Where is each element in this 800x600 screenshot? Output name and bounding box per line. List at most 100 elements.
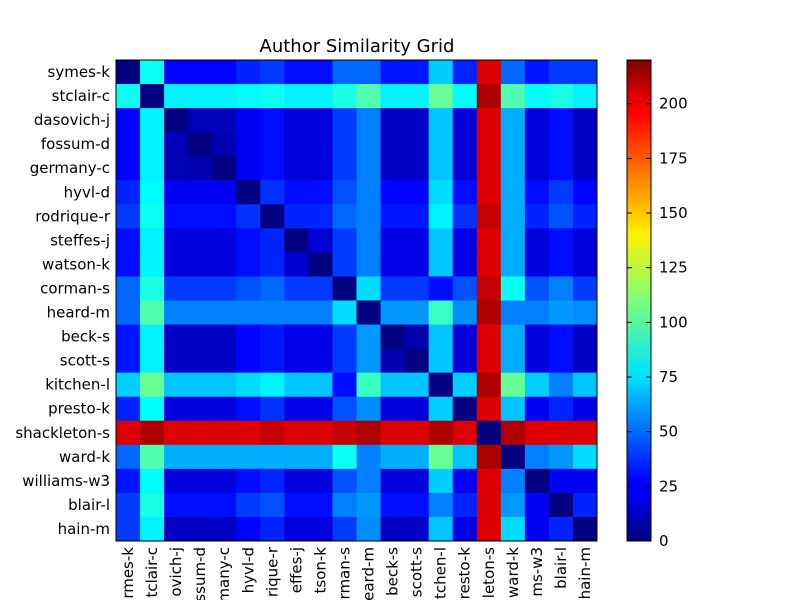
heatmap-cell — [476, 276, 502, 301]
heatmap-cell — [404, 228, 430, 253]
heatmap-cell — [164, 492, 189, 518]
heatmap-cell — [548, 444, 574, 470]
heatmap-cell — [476, 420, 502, 446]
heatmap-cell — [404, 324, 430, 350]
heatmap-cell — [476, 60, 502, 85]
heatmap-cell — [188, 180, 213, 205]
heatmap-cell — [572, 492, 598, 518]
heatmap-cell — [380, 156, 406, 181]
heatmap-cell — [404, 348, 430, 374]
y-tick-label: scott-s — [60, 352, 110, 370]
heatmap-cell — [332, 252, 357, 277]
heatmap-cell — [164, 372, 189, 398]
heatmap-cell — [428, 516, 454, 542]
heatmap-cell — [260, 228, 285, 253]
heatmap-cell — [548, 204, 574, 229]
colorbar — [626, 59, 652, 542]
heatmap-cell — [332, 276, 357, 301]
heatmap-cell — [500, 132, 526, 157]
heatmap-cell — [476, 396, 502, 422]
heatmap-cell — [548, 516, 574, 542]
heatmap-cell — [332, 468, 357, 494]
heatmap-cell — [380, 516, 406, 542]
y-tick-label: kitchen-l — [45, 376, 110, 394]
heatmap-cell — [500, 516, 526, 542]
x-tick-label: rman-s — [335, 547, 353, 600]
heatmap-cell — [500, 156, 526, 181]
heatmap-cell — [572, 420, 598, 446]
heatmap-cell — [188, 468, 213, 494]
heatmap-cell — [428, 276, 454, 301]
heatmap-cell — [548, 156, 574, 181]
heatmap-cell — [548, 276, 574, 301]
heatmap-cell — [260, 468, 285, 494]
y-tick-label: shackleton-s — [15, 424, 110, 442]
heatmap-cell — [548, 84, 574, 109]
heatmap-cell — [308, 468, 333, 494]
heatmap-cell — [164, 348, 189, 374]
heatmap-cell — [236, 348, 261, 374]
plot-frame — [115, 59, 598, 542]
heatmap-cell — [212, 204, 237, 229]
heatmap-cell — [356, 396, 382, 422]
heatmap-cell — [476, 228, 502, 253]
heatmap-cell — [404, 204, 430, 229]
heatmap-cell — [524, 444, 550, 470]
heatmap-cell — [452, 180, 478, 205]
heatmap-cell — [380, 252, 406, 277]
heatmap-cell — [212, 372, 237, 398]
heatmap-cell — [212, 348, 237, 374]
x-tick-label: tson-k — [311, 547, 329, 594]
heatmap-cell — [164, 204, 189, 229]
heatmap-cell — [308, 60, 333, 85]
heatmap-cell — [116, 492, 141, 518]
heatmap-cell — [500, 84, 526, 109]
heatmap-cell — [404, 60, 430, 85]
heatmap-cell — [524, 228, 550, 253]
heatmap-cell — [452, 492, 478, 518]
heatmap-cell — [164, 516, 189, 542]
heatmap-cell — [500, 252, 526, 277]
heatmap-cell — [572, 276, 598, 301]
heatmap-cell — [116, 372, 141, 398]
heatmap-cell — [332, 324, 357, 350]
heatmap-cell — [116, 276, 141, 301]
x-tick-label: blair-l — [552, 547, 570, 589]
x-tick-label: ms-w3 — [528, 547, 546, 597]
heatmap-cell — [332, 132, 357, 157]
heatmap-cell — [284, 132, 309, 157]
heatmap-cell — [524, 132, 550, 157]
heatmap-cell — [332, 492, 357, 518]
heatmap-cell — [116, 420, 141, 446]
heatmap-cell — [332, 84, 357, 109]
heatmap-cell — [236, 156, 261, 181]
heatmap-cell — [140, 372, 165, 398]
heatmap-cell — [188, 492, 213, 518]
heatmap-cell — [260, 60, 285, 85]
y-tick-label: beck-s — [61, 328, 110, 346]
heatmap-cell — [452, 276, 478, 301]
heatmap-cell — [524, 108, 550, 133]
heatmap-cell — [500, 324, 526, 350]
heatmap-cell — [188, 132, 213, 157]
x-tick-label: rique-r — [263, 546, 281, 597]
heatmap-cell — [572, 444, 598, 470]
y-tick-label: corman-s — [40, 279, 110, 297]
heatmap-cell — [356, 348, 382, 374]
heatmap-cell — [428, 468, 454, 494]
y-tick-labels: symes-k stclair-c dasovich-j fossum-d german… — [15, 63, 110, 538]
colorbar-tick-label: 175 — [659, 149, 688, 167]
heatmap-cell — [548, 228, 574, 253]
heatmap-cell — [524, 468, 550, 494]
heatmap-cell — [164, 228, 189, 253]
heatmap-cell — [428, 180, 454, 205]
x-tick-label: hain-m — [576, 547, 594, 599]
y-tick-label: symes-k — [48, 63, 111, 81]
heatmap-cell — [284, 348, 309, 374]
heatmap-cell — [452, 252, 478, 277]
heatmap-cell — [212, 420, 237, 446]
heatmap-cell — [236, 108, 261, 133]
heatmap-cell — [236, 228, 261, 253]
heatmap-cell — [572, 204, 598, 229]
heatmap-cell — [356, 420, 382, 446]
